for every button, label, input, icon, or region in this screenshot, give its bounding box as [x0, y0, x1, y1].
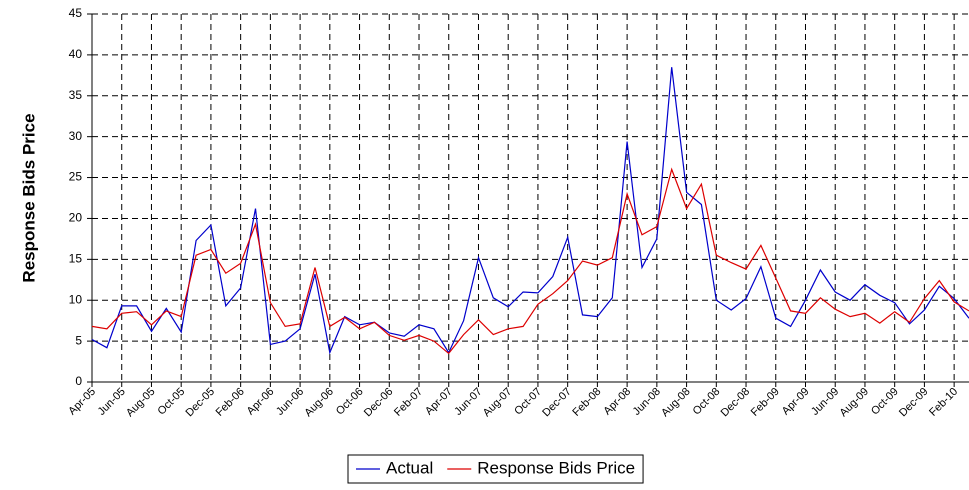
legend-label: Response Bids Price	[477, 458, 635, 477]
x-tick-label: Dec-08	[719, 386, 753, 420]
x-tick-label: Apr-08	[601, 386, 633, 418]
y-tick-label: 45	[69, 6, 83, 20]
x-tick-label: Aug-07	[481, 386, 515, 420]
legend-box	[347, 454, 644, 484]
x-tick-label: Dec-05	[183, 386, 217, 420]
x-tick-label: Aug-05	[124, 386, 158, 420]
x-tick-label: Aug-08	[659, 386, 693, 420]
x-tick-label: Feb-06	[214, 386, 247, 419]
series-line	[91, 67, 969, 355]
y-tick-label: 20	[69, 211, 83, 225]
x-tick-label: Dec-09	[897, 386, 931, 420]
x-tick-label: Jun-06	[274, 386, 306, 418]
x-tick-label: Jun-07	[452, 386, 484, 418]
legend-label: Actual	[386, 458, 433, 477]
x-tick-label: Apr-05	[66, 386, 98, 418]
x-tick-label: Feb-07	[392, 386, 425, 419]
x-tick-label: Aug-09	[837, 386, 871, 420]
x-tick-label: Aug-06	[302, 386, 336, 420]
x-tick-label: Apr-09	[780, 386, 812, 418]
x-tick-label: Apr-06	[245, 386, 277, 418]
x-tick-label: Oct-08	[691, 386, 723, 418]
y-tick-label: 5	[75, 333, 82, 347]
x-tick-label: Dec-06	[362, 386, 396, 420]
y-tick-label: 25	[69, 170, 83, 184]
x-tick-label: Jun-08	[631, 386, 663, 418]
x-tick-label: Oct-05	[155, 386, 187, 418]
y-tick-label: 10	[69, 292, 83, 306]
x-tick-label: Jun-09	[809, 386, 841, 418]
y-tick-label: 40	[69, 47, 83, 61]
y-axis-label: Response Bids Price	[19, 113, 38, 282]
y-tick-label: 15	[69, 252, 83, 266]
x-tick-label: Feb-10	[927, 386, 960, 419]
x-tick-label: Apr-07	[423, 386, 455, 418]
x-tick-label: Oct-06	[334, 386, 366, 418]
x-tick-label: Feb-09	[749, 386, 782, 419]
y-tick-label: 0	[75, 374, 82, 388]
x-tick-label: Oct-07	[512, 386, 544, 418]
y-tick-label: 30	[69, 129, 83, 143]
legend: Actual Response Bids Price	[347, 454, 644, 484]
y-tick-label: 35	[69, 88, 83, 102]
x-tick-label: Feb-08	[570, 386, 603, 419]
x-tick-label: Dec-07	[540, 386, 574, 420]
x-tick-label: Jun-05	[96, 386, 128, 418]
x-tick-label: Oct-09	[869, 386, 901, 418]
series-line	[91, 167, 969, 355]
